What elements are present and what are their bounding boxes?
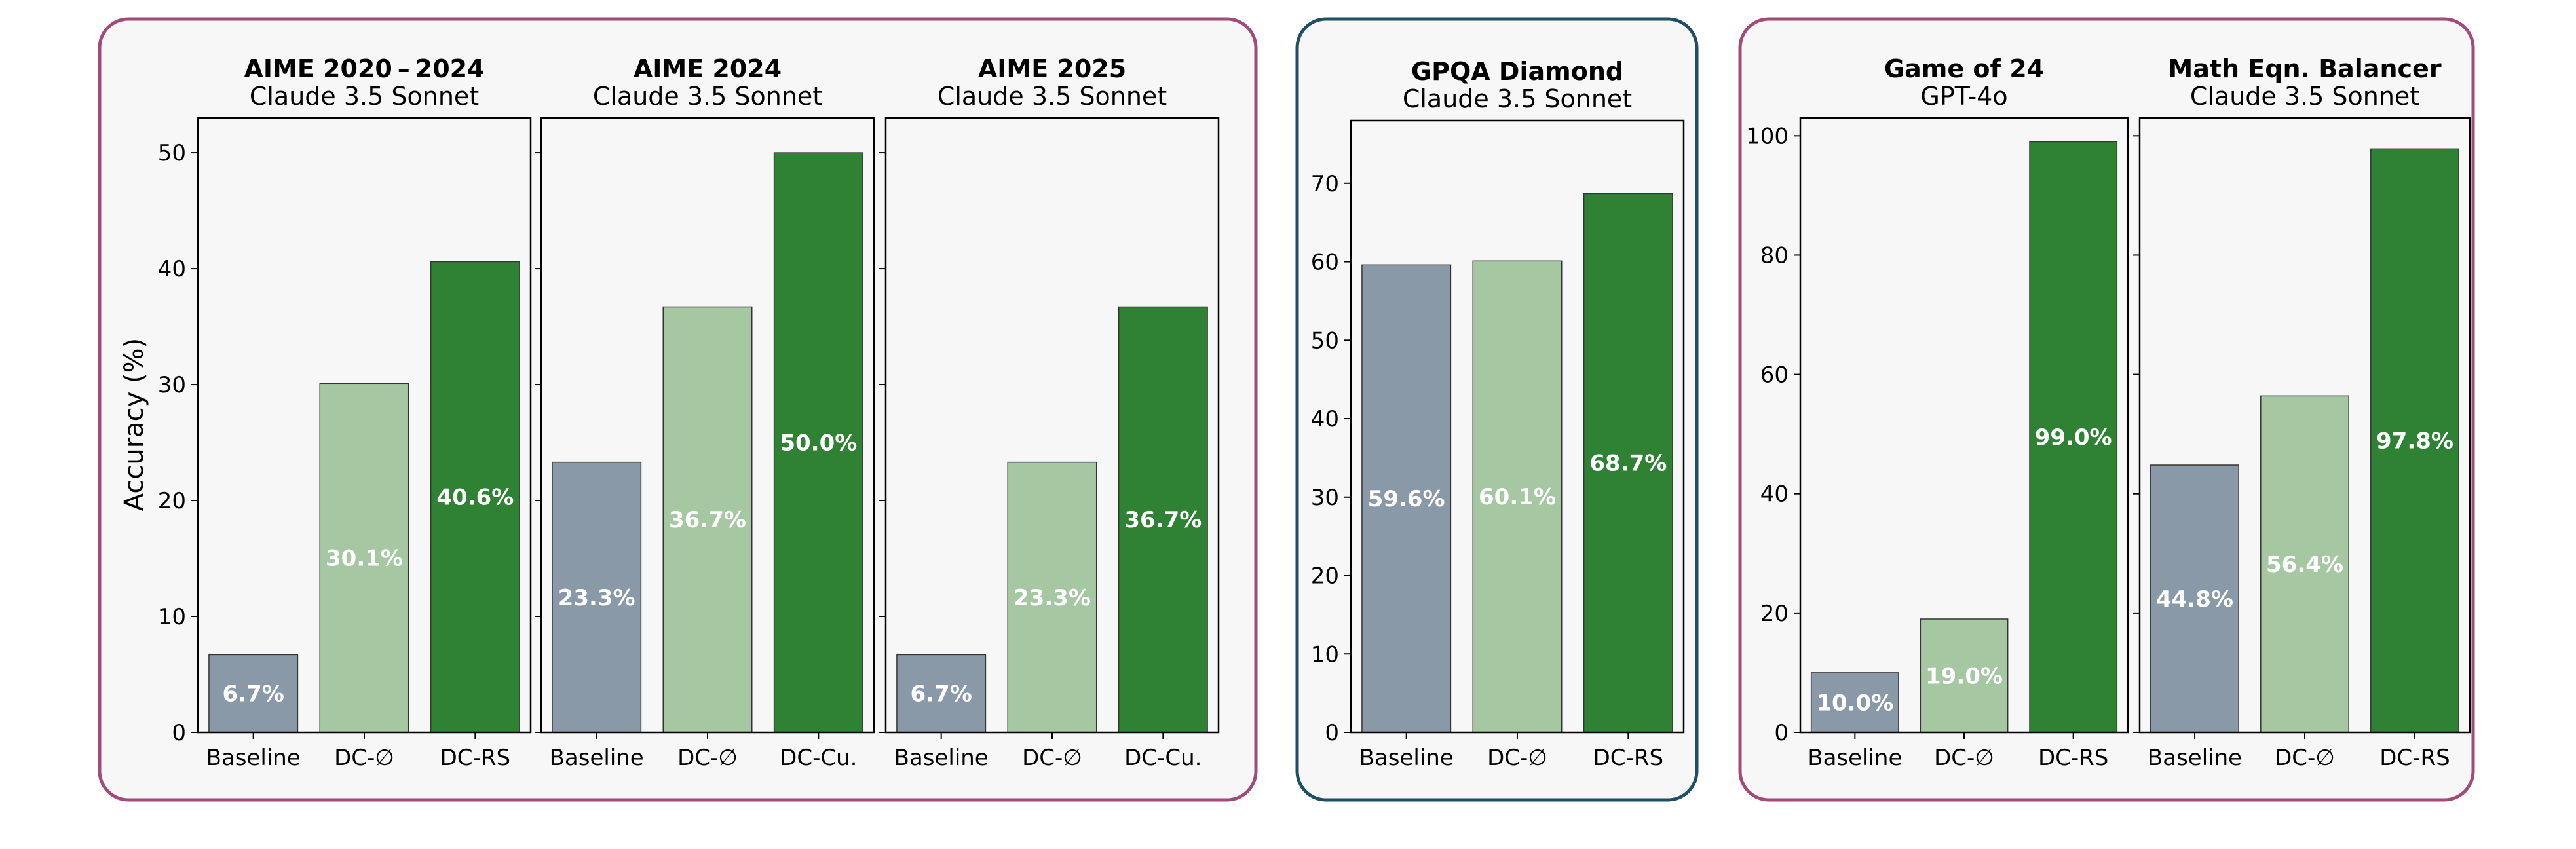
- x-tick-label: DC-∅: [1022, 745, 1082, 771]
- panel-subtitle: Claude 3.5 Sonnet: [2190, 82, 2419, 111]
- panel-title: GPQA Diamond: [1411, 57, 1623, 86]
- bar-value-label: 56.4%: [2266, 552, 2343, 578]
- bar-value-label: 40.6%: [436, 485, 514, 511]
- bar-value-label: 44.8%: [2156, 586, 2233, 613]
- y-tick-label: 30: [1311, 485, 1339, 511]
- bar-value-label: 19.0%: [1925, 663, 2003, 689]
- panel-title: AIME 2024: [634, 54, 782, 83]
- x-tick-label: DC-Cu.: [1124, 745, 1202, 771]
- y-tick-label: 40: [158, 256, 186, 282]
- bar-value-label: 99.0%: [2035, 424, 2112, 451]
- x-tick-label: DC-RS: [440, 745, 510, 771]
- y-tick-label: 70: [1311, 171, 1339, 197]
- axes-frame: [197, 117, 532, 734]
- x-tick-label: Baseline: [894, 745, 989, 771]
- bar-DC-∅: [662, 306, 753, 733]
- bar-DC-∅: [2260, 395, 2349, 733]
- bar-value-label: 6.7%: [911, 681, 972, 708]
- y-tick-label: 60: [1760, 362, 1789, 388]
- y-axis-label: Accuracy (%): [119, 338, 149, 512]
- bar-value-label: 36.7%: [1124, 507, 1202, 533]
- panel-subtitle: Claude 3.5 Sonnet: [593, 82, 822, 111]
- x-tick-label: DC-RS: [2379, 745, 2450, 771]
- axes-frame: [2138, 117, 2471, 734]
- y-tick-label: 30: [158, 372, 186, 398]
- bar-DC-∅: [1920, 618, 2009, 733]
- panel-subtitle: Claude 3.5 Sonnet: [938, 82, 1167, 111]
- panel-1-0: 59.6% Baseline 60.1% DC-∅ 68.7% DC-RS 0 10 20 30 4…: [1311, 57, 1685, 771]
- panel-title: AIME 2025: [978, 54, 1126, 83]
- bar-value-label: 10.0%: [1816, 690, 1893, 716]
- x-tick-label: DC-∅: [1934, 745, 1994, 771]
- bar-Baseline: [1361, 264, 1452, 733]
- axes-frame: [1350, 119, 1685, 734]
- axes-frame: [1799, 117, 2129, 734]
- bar-Baseline: [208, 654, 299, 733]
- bar-Baseline: [552, 461, 642, 733]
- bar-Baseline: [896, 654, 987, 733]
- y-tick-label: 80: [1760, 242, 1789, 269]
- x-tick-label: DC-∅: [1487, 745, 1547, 771]
- bar-value-label: 30.1%: [326, 546, 403, 572]
- y-tick-label: 100: [1746, 123, 1789, 149]
- x-tick-label: DC-RS: [1593, 745, 1663, 771]
- axes-frame: [540, 117, 875, 734]
- panel-subtitle: Claude 3.5 Sonnet: [1403, 85, 1632, 113]
- x-tick-label: Baseline: [1359, 745, 1454, 771]
- x-tick-label: DC-Cu.: [780, 745, 857, 771]
- y-tick-label: 50: [158, 140, 186, 166]
- x-tick-label: Baseline: [206, 745, 301, 771]
- y-tick-label: 20: [1760, 601, 1789, 627]
- bar-value-label: 60.1%: [1479, 484, 1556, 510]
- y-tick-label: 0: [1774, 720, 1789, 746]
- bar-Baseline: [1810, 672, 1899, 733]
- y-tick-label: 20: [1311, 563, 1339, 590]
- bar-value-label: 6.7%: [223, 681, 284, 708]
- y-tick-label: 40: [1760, 481, 1789, 508]
- panel-subtitle: GPT-4o: [1920, 82, 2007, 111]
- panel-subtitle: Claude 3.5 Sonnet: [250, 82, 479, 111]
- bar-value-label: 36.7%: [669, 507, 746, 533]
- bar-DC-RS: [2029, 141, 2118, 733]
- y-tick-label: 0: [172, 720, 186, 746]
- panel-2-0: 10.0% Baseline 19.0% DC-∅ 99.0% DC-RS 0 20 40 60 8…: [1746, 54, 2129, 771]
- panel-title: AIME 2020–2024: [244, 54, 484, 83]
- x-tick-label: Baseline: [1808, 745, 1902, 771]
- bar-DC-Cu.: [1118, 306, 1208, 733]
- bar-DC-Cu.: [773, 152, 863, 733]
- y-tick-label: 50: [1311, 328, 1339, 354]
- x-tick-label: DC-∅: [677, 745, 738, 771]
- y-tick-label: 10: [1311, 641, 1339, 668]
- x-tick-label: DC-∅: [2275, 745, 2335, 771]
- bar-DC-RS: [2370, 148, 2459, 733]
- bar-value-label: 23.3%: [1013, 585, 1091, 611]
- y-tick-label: 0: [1325, 720, 1339, 746]
- bar-DC-∅: [319, 383, 409, 733]
- y-tick-label: 40: [1311, 406, 1339, 432]
- panel-0-1: 23.3% Baseline 36.7% DC-∅ 50.0% DC-Cu. AIME 20…: [535, 54, 875, 771]
- panel-0-0: 6.7% Baseline 30.1% DC-∅ 40.6% DC-RS 0 10 20 30 40…: [158, 54, 532, 771]
- panel-title: Math Eqn. Balancer: [2168, 54, 2441, 83]
- y-tick-label: 10: [158, 604, 186, 630]
- bar-DC-∅: [1472, 260, 1563, 733]
- bar-DC-RS: [1583, 193, 1673, 733]
- bar-value-label: 23.3%: [558, 585, 635, 611]
- y-tick-label: 20: [158, 488, 186, 514]
- y-tick-label: 60: [1311, 250, 1339, 276]
- x-tick-label: Baseline: [2148, 745, 2242, 771]
- x-tick-label: DC-RS: [2038, 745, 2108, 771]
- x-tick-label: Baseline: [550, 745, 644, 771]
- bar-DC-∅: [1007, 461, 1097, 733]
- bar-value-label: 97.8%: [2376, 428, 2453, 455]
- bar-value-label: 68.7%: [1589, 451, 1667, 477]
- bar-value-label: 50.0%: [780, 430, 857, 457]
- panel-title: Game of 24: [1884, 54, 2044, 83]
- axes-frame: [884, 117, 1220, 734]
- panels-layer: 6.7% Baseline 30.1% DC-∅ 40.6% DC-RS 0 10 20 30 40…: [158, 54, 2471, 771]
- x-tick-label: DC-∅: [334, 745, 394, 771]
- bar-value-label: 59.6%: [1368, 486, 1445, 512]
- panel-0-2: 6.7% Baseline 23.3% DC-∅ 36.7% DC-Cu. AIME 202…: [879, 54, 1220, 771]
- panel-2-1: 44.8% Baseline 56.4% DC-∅ 97.8% DC-RS Math Eqn…: [2133, 54, 2471, 771]
